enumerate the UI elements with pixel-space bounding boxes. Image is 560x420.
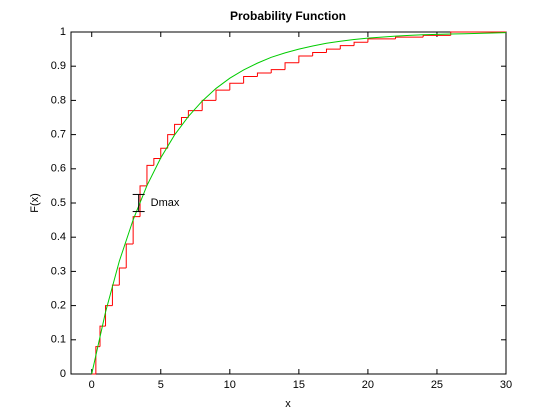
x-tick-label: 0 bbox=[89, 379, 95, 391]
y-tick-label: 0.9 bbox=[51, 60, 66, 72]
y-tick-label: 0.3 bbox=[51, 265, 66, 277]
step-segment bbox=[215, 89, 230, 101]
line bbox=[91, 32, 507, 375]
step-segment bbox=[395, 36, 424, 39]
step-segment bbox=[270, 69, 286, 74]
step-segment bbox=[99, 325, 106, 347]
dmax-label: Dmax bbox=[151, 197, 180, 209]
step-segment bbox=[174, 123, 182, 135]
step-segment bbox=[160, 147, 168, 159]
x-tick-label: 30 bbox=[500, 379, 512, 391]
step-segment bbox=[139, 185, 147, 217]
step-segment bbox=[118, 267, 127, 286]
x-tick-label: 15 bbox=[293, 379, 305, 391]
step-segment bbox=[95, 346, 100, 374]
x-tick-label: 10 bbox=[224, 379, 236, 391]
step-segment bbox=[298, 55, 313, 63]
step-segment bbox=[153, 158, 161, 166]
y-tick-label: 0.8 bbox=[51, 94, 66, 106]
y-tick-label: 0.6 bbox=[51, 163, 66, 175]
x-tick-label: 25 bbox=[431, 379, 443, 391]
step-segment bbox=[180, 117, 189, 125]
y-axis-label: F(x) bbox=[29, 193, 41, 213]
step-segment bbox=[167, 134, 175, 149]
y-tick-label: 0 bbox=[60, 368, 66, 380]
step-segment bbox=[187, 110, 203, 118]
step-segment bbox=[367, 38, 396, 43]
step-segment bbox=[132, 216, 141, 245]
step-segment bbox=[256, 72, 272, 77]
x-tick-label: 20 bbox=[362, 379, 374, 391]
y-tick-label: 0.7 bbox=[51, 129, 66, 141]
step-segment bbox=[201, 99, 216, 111]
step-segment bbox=[229, 82, 244, 91]
y-tick-label: 0.4 bbox=[51, 231, 66, 243]
y-tick-label: 1 bbox=[60, 26, 66, 38]
step-segment bbox=[125, 243, 134, 268]
chart-title: Probability Function bbox=[230, 9, 346, 23]
y-tick-label: 0.1 bbox=[51, 334, 66, 346]
step-segment bbox=[325, 48, 341, 53]
step-segment bbox=[243, 75, 258, 84]
step-segment bbox=[105, 305, 113, 327]
step-segment bbox=[312, 52, 327, 56]
y-tick-label: 0.5 bbox=[51, 197, 66, 209]
step-segment bbox=[284, 62, 299, 70]
step-segment bbox=[339, 45, 355, 50]
y-tick-label: 0.2 bbox=[51, 300, 66, 312]
plot-area bbox=[70, 31, 507, 375]
step-segment bbox=[146, 164, 154, 186]
x-axis-label: x bbox=[285, 398, 291, 410]
step-segment bbox=[422, 34, 451, 38]
x-tick-label: 5 bbox=[158, 379, 164, 391]
step-segment bbox=[353, 41, 368, 46]
